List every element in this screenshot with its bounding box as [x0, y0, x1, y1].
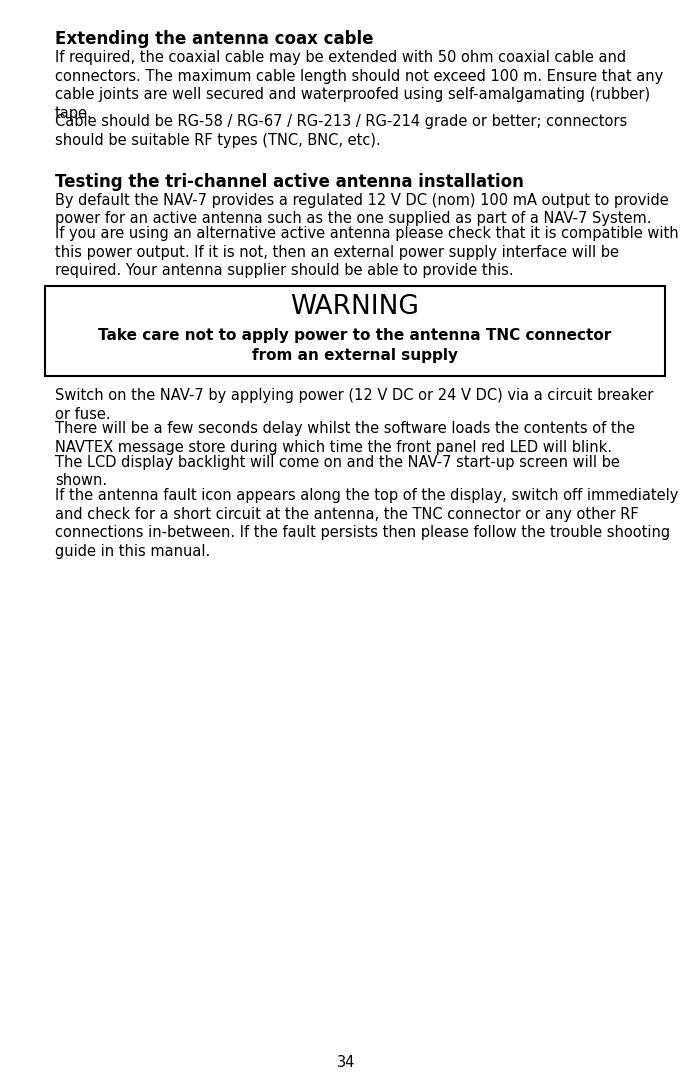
Text: If the antenna fault icon appears along the top of the display, switch off immed: If the antenna fault icon appears along … — [55, 488, 678, 559]
Text: The LCD display backlight will come on and the NAV-7 start-up screen will be
sho: The LCD display backlight will come on a… — [55, 455, 620, 488]
Text: 34: 34 — [337, 1054, 356, 1069]
Text: Take care not to apply power to the antenna TNC connector: Take care not to apply power to the ante… — [98, 328, 612, 343]
Text: Switch on the NAV-7 by applying power (12 V DC or 24 V DC) via a circuit breaker: Switch on the NAV-7 by applying power (1… — [55, 388, 653, 422]
Text: WARNING: WARNING — [290, 294, 419, 320]
Text: from an external supply: from an external supply — [252, 348, 458, 363]
Bar — [45, 286, 665, 376]
Text: If required, the coaxial cable may be extended with 50 ohm coaxial cable and
con: If required, the coaxial cable may be ex… — [55, 50, 663, 121]
Text: There will be a few seconds delay whilst the software loads the contents of the
: There will be a few seconds delay whilst… — [55, 422, 635, 455]
Text: Extending the antenna coax cable: Extending the antenna coax cable — [55, 31, 374, 48]
Text: Cable should be RG-58 / RG-67 / RG-213 / RG-214 grade or better; connectors
shou: Cable should be RG-58 / RG-67 / RG-213 /… — [55, 114, 627, 148]
Text: Testing the tri-channel active antenna installation: Testing the tri-channel active antenna i… — [55, 172, 524, 191]
Text: If you are using an alternative active antenna please check that it is compatibl: If you are using an alternative active a… — [55, 226, 678, 278]
Text: By default the NAV-7 provides a regulated 12 V DC (nom) 100 mA output to provide: By default the NAV-7 provides a regulate… — [55, 193, 669, 227]
